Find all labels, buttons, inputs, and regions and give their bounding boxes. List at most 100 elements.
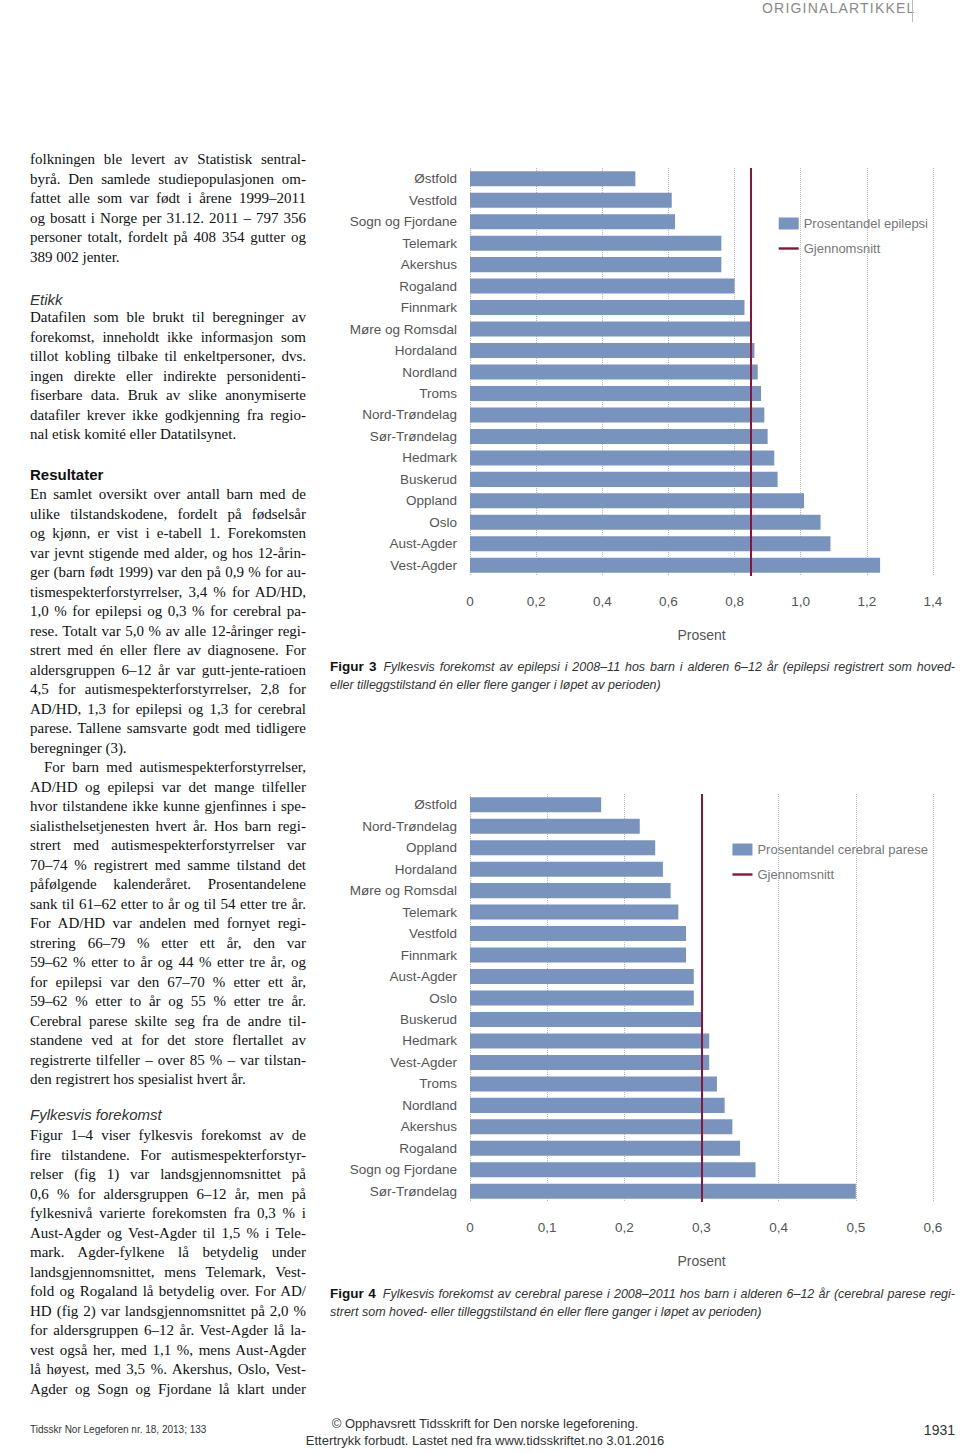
svg-text:Aust-Agder: Aust-Agder [389,536,457,551]
svg-text:Oppland: Oppland [406,493,457,508]
svg-text:Vestfold: Vestfold [409,193,457,208]
html-text:tillot kobling tilbake til enk: tillot kobling tilbake til enkeltpersone… [30,348,306,364]
svg-text:Troms: Troms [419,386,457,401]
svg-text:0,2: 0,2 [615,1220,634,1235]
svg-text:Rogaland: Rogaland [399,279,457,294]
html-text:nal etisk komité eller Datatil: nal etisk komité eller Datatilsynet. [30,426,237,442]
svg-text:Buskerud: Buskerud [400,472,457,487]
html-text:Agder og Sogn og Fjordane lå k: Agder og Sogn og Fjordane lå klart under [30,1380,306,1397]
html-text:389 002 jenter.: 389 002 jenter. [30,248,120,265]
html-text:Etikk: Etikk [30,291,63,308]
html-text:ingen direkte eller indirekte: ingen direkte eller indirekte personiden… [30,367,306,384]
html-text:HD (fig 2) var landsgjennomsni: HD (fig 2) var landsgjennomsnittet på 2,… [30,1302,306,1319]
html-text:datafiler krever ikke godkjenn: datafiler krever ikke godkjenning fra re… [30,406,306,423]
svg-text:0,6: 0,6 [924,1220,943,1235]
svg-text:Finnmark: Finnmark [401,300,458,315]
svg-text:0: 0 [466,1220,474,1235]
svg-text:Telemark: Telemark [402,236,457,251]
html-text:Datafilen som ble brukt til be: Datafilen som ble brukt til beregninger … [30,309,306,325]
svg-text:0,6: 0,6 [659,594,678,609]
svg-text:Møre og Romsdal: Møre og Romsdal [350,883,457,898]
html-text:personer totalt, fordelt på 40: personer totalt, fordelt på 408 354 gutt… [30,229,306,245]
svg-text:0,3: 0,3 [692,1220,711,1235]
html-text:AD/HD og epilepsi var det mang: AD/HD og epilepsi var det mange tilfelle… [30,778,306,795]
svg-text:Prosent: Prosent [677,627,725,643]
html-text:70–74 % registrert med samme t: 70–74 % registrert med samme tilstand de… [30,856,306,873]
svg-text:0,2: 0,2 [527,594,546,609]
svg-text:Oppland: Oppland [406,840,457,855]
html-text:strering 66–79 % etter ett år,: strering 66–79 % etter ett år, den var [30,934,306,951]
html-text:fiserbare data. Bruk av slike: fiserbare data. Bruk av slike anonymiser… [30,387,306,403]
svg-text:0,4: 0,4 [593,594,612,609]
svg-text:Oslo: Oslo [429,991,457,1006]
svg-text:Nordland: Nordland [402,365,457,380]
html-text:rese. Totalt var 5,0 % av alle: rese. Totalt var 5,0 % av alle 12-åringe… [30,622,306,639]
html-text:forekomst, inneholdt ikke info: forekomst, inneholdt ikke informasjon so… [30,328,306,345]
svg-text:Prosent: Prosent [677,1253,725,1269]
svg-text:Finnmark: Finnmark [401,948,458,963]
html-text:tismespekterforstyrrelser, 3,4: tismespekterforstyrrelser, 3,4 % for AD/… [30,583,306,600]
svg-text:0,8: 0,8 [725,594,744,609]
html-text:registrerte tilfeller – over 8: registrerte tilfeller – over 85 % – var … [30,1051,306,1068]
svg-text:Møre og Romsdal: Møre og Romsdal [350,322,457,337]
svg-text:Sogn og Fjordane: Sogn og Fjordane [350,1162,457,1177]
svg-text:Nordland: Nordland [402,1098,457,1113]
svg-text:Hedmark: Hedmark [402,450,457,465]
html-text:for epilepsi var den 67–70 % e: for epilepsi var den 67–70 % etter ett å… [30,973,306,990]
svg-text:Rogaland: Rogaland [399,1141,457,1156]
svg-text:0,1: 0,1 [538,1220,557,1235]
svg-text:1,0: 1,0 [791,594,810,609]
svg-text:Gjennomsnitt: Gjennomsnitt [757,867,834,882]
html-text:AD/HD, 1,3 for epilepsi og 1,3: AD/HD, 1,3 for epilepsi og 1,3 for cereb… [30,700,306,717]
svg-text:Hordaland: Hordaland [395,343,457,358]
html-text:og bosatt i Norge per 31.12. 2: og bosatt i Norge per 31.12. 2011 – 797 … [30,209,306,226]
svg-text:Hordaland: Hordaland [395,862,457,877]
svg-text:Troms: Troms [419,1076,457,1091]
html-text:ulike tilstandskodene, fordelt: ulike tilstandskodene, fordelt på fødsel… [30,505,306,522]
svg-text:Østfold: Østfold [414,171,457,186]
svg-text:Sør-Trøndelag: Sør-Trøndelag [370,429,457,444]
svg-text:Østfold: Østfold [414,797,457,812]
html-text:folkningen ble levert av Stati: folkningen ble levert av Statistisk sent… [30,151,306,167]
svg-text:Vest-Agder: Vest-Agder [390,558,457,573]
html-text:ORIGINALARTIKKEL: ORIGINALARTIKKEL [762,0,916,16]
html-text:vest også her, med 1,1 %, mens: vest også her, med 1,1 %, mens Aust-Agde… [30,1341,306,1358]
svg-text:Sør-Trøndelag: Sør-Trøndelag [370,1184,457,1199]
html-text:Resultater: Resultater [30,466,104,483]
html-text:0,6 % for aldersgruppen 6–12 å: 0,6 % for aldersgruppen 6–12 år, men på [30,1185,306,1202]
html-text:sank til 61–62 etter to år og: sank til 61–62 etter to år og til 54 ett… [30,895,306,912]
html-text:sialisthelsetjenesten hvert år: sialisthelsetjenesten hvert år. Hos barn… [30,817,306,834]
svg-text:0: 0 [466,594,474,609]
html-text:landsgjennomsnittet, mens Tele: landsgjennomsnittet, mens Telemark, Vest… [30,1263,306,1280]
html-text:fire tilstandene. For autismes: fire tilstandene. For autismespekterfors… [30,1146,306,1163]
html-text:aldersgruppen 6–12 år var gutt: aldersgruppen 6–12 år var gutt-jente-rat… [30,661,306,678]
svg-text:1,4: 1,4 [924,594,943,609]
svg-text:Sogn og Fjordane: Sogn og Fjordane [350,214,457,229]
svg-text:Akershus: Akershus [401,257,458,272]
html-text:var jevnt stigende med alder,: var jevnt stigende med alder, og hos 12-… [30,544,306,561]
html-text:fattet alle som var født i åre: fattet alle som var født i årene 1999–20… [30,190,306,206]
svg-text:Nord-Trøndelag: Nord-Trøndelag [362,819,457,834]
html-text:Aust-Agder og Vest-Agder til 1: Aust-Agder og Vest-Agder til 1,5 % i Tel… [30,1224,306,1241]
svg-text:Vest-Agder: Vest-Agder [390,1055,457,1070]
svg-text:Telemark: Telemark [402,905,457,920]
svg-text:0,4: 0,4 [769,1220,788,1235]
svg-text:0,5: 0,5 [846,1220,865,1235]
svg-text:Prosentandel epilepsi: Prosentandel epilepsi [804,216,928,231]
svg-text:Hedmark: Hedmark [402,1033,457,1048]
html-text:Cerebral parese skilte seg fra: Cerebral parese skilte seg fra de andre … [30,1012,306,1029]
html-text:og kjønn, er vist i e-tabell 1: og kjønn, er vist i e-tabell 1. Forekoms… [30,525,306,541]
svg-text:Gjennomsnitt: Gjennomsnitt [804,241,881,256]
svg-text:Akershus: Akershus [401,1119,458,1134]
svg-text:Nord-Trøndelag: Nord-Trøndelag [362,407,457,422]
svg-text:Prosentandel cerebral parese: Prosentandel cerebral parese [757,842,928,857]
svg-text:Aust-Agder: Aust-Agder [389,969,457,984]
svg-text:Oslo: Oslo [429,515,457,530]
html-text:En samlet oversikt over antall: En samlet oversikt over antall barn med … [30,486,306,502]
svg-text:Buskerud: Buskerud [400,1012,457,1027]
svg-text:Vestfold: Vestfold [409,926,457,941]
html-text:Fylkesvis forekomst: Fylkesvis forekomst [30,1106,162,1123]
html-text:beregninger (3).: beregninger (3). [30,739,127,756]
html-text:byrå. Den samlede studiepopula: byrå. Den samlede studiepopulasjonen om- [30,170,306,187]
svg-text:1,2: 1,2 [857,594,876,609]
